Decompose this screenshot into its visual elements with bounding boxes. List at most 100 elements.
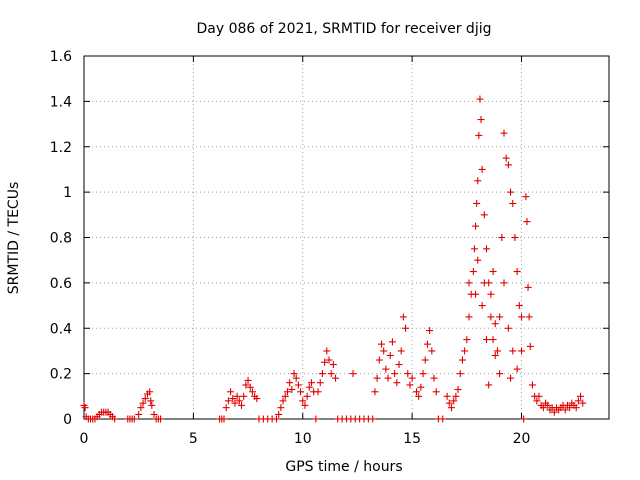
data-point: [480, 211, 488, 219]
data-point: [406, 381, 414, 389]
data-point: [472, 290, 480, 298]
grid-lines: [84, 56, 609, 419]
data-point: [445, 399, 453, 407]
data-point: [402, 324, 410, 332]
data-point: [500, 129, 508, 137]
data-point: [380, 347, 388, 355]
data-point: [297, 388, 305, 396]
y-tick-label: 1.6: [50, 49, 72, 65]
data-point: [485, 381, 493, 389]
data-point: [286, 379, 294, 387]
data-point: [520, 415, 528, 423]
data-point: [522, 193, 530, 201]
x-tick-label: 0: [80, 431, 89, 447]
data-point: [579, 399, 587, 407]
data-point: [292, 374, 300, 382]
data-point: [308, 379, 315, 387]
data-point: [130, 415, 138, 423]
data-point: [417, 383, 425, 391]
data-point: [290, 370, 298, 378]
data-point: [448, 404, 455, 412]
y-axis-label: SRMTID / TECUs: [6, 182, 22, 295]
data-point: [430, 374, 438, 382]
data-point: [305, 383, 313, 391]
data-point: [408, 374, 416, 382]
data-point: [513, 268, 521, 276]
data-point: [469, 268, 477, 276]
data-point: [450, 397, 458, 405]
data-point: [371, 388, 379, 396]
data-point: [489, 268, 497, 276]
data-point: [465, 279, 473, 287]
data-point: [561, 406, 569, 414]
data-point: [242, 381, 250, 389]
y-tick-label: 0.8: [50, 231, 72, 247]
data-point: [384, 374, 392, 382]
data-point: [515, 302, 523, 310]
data-point: [279, 397, 287, 405]
data-point: [478, 302, 486, 310]
data-point: [244, 376, 252, 384]
data-point: [139, 399, 147, 407]
x-tick-label: 20: [513, 431, 531, 447]
data-point: [393, 379, 401, 387]
data-point: [454, 386, 462, 394]
data-point: [248, 388, 256, 396]
data-point: [513, 365, 521, 373]
data-point: [472, 222, 480, 230]
data-point: [461, 347, 469, 355]
data-point: [426, 327, 434, 335]
data-point: [480, 279, 488, 287]
data-point: [421, 356, 429, 364]
data-point: [404, 370, 412, 378]
data-point: [504, 161, 512, 169]
data-point: [574, 397, 582, 405]
data-point: [509, 347, 517, 355]
data-point: [253, 395, 261, 403]
data-point: [349, 370, 357, 378]
data-point: [504, 324, 512, 332]
data-point: [566, 404, 574, 412]
data-point: [231, 399, 239, 407]
data-point: [233, 392, 241, 400]
data-point: [511, 234, 519, 241]
data-point: [476, 95, 484, 103]
data-point: [246, 383, 254, 391]
data-points: [80, 95, 587, 423]
data-point: [496, 313, 504, 321]
data-point: [432, 388, 440, 396]
data-point: [526, 342, 534, 350]
data-point: [528, 381, 536, 389]
data-point: [318, 370, 326, 378]
data-point: [478, 165, 486, 173]
data-point: [220, 415, 228, 423]
data-point: [238, 401, 245, 409]
data-point: [518, 347, 525, 355]
data-point: [525, 313, 533, 321]
data-point: [524, 283, 532, 291]
data-point: [314, 388, 322, 396]
data-point: [283, 388, 291, 396]
data-point: [491, 320, 499, 328]
data-point: [150, 410, 158, 418]
data-point: [550, 408, 558, 416]
data-point: [483, 336, 490, 344]
data-point: [577, 392, 585, 400]
data-point: [500, 279, 508, 287]
data-point: [327, 370, 335, 378]
y-tick-label: 0.4: [50, 321, 72, 337]
data-point: [419, 370, 427, 378]
data-point: [473, 199, 481, 207]
data-point: [321, 358, 329, 366]
data-point: [483, 245, 490, 253]
y-tick-label: 0.6: [50, 276, 72, 292]
data-point: [458, 356, 466, 364]
data-point: [329, 361, 337, 369]
data-point: [399, 313, 407, 321]
data-point: [388, 338, 396, 346]
chart-title: Day 086 of 2021, SRMTID for receiver dji…: [197, 21, 492, 37]
data-point: [316, 379, 324, 387]
data-point: [373, 374, 381, 382]
data-point: [81, 404, 89, 412]
data-point: [111, 415, 119, 423]
